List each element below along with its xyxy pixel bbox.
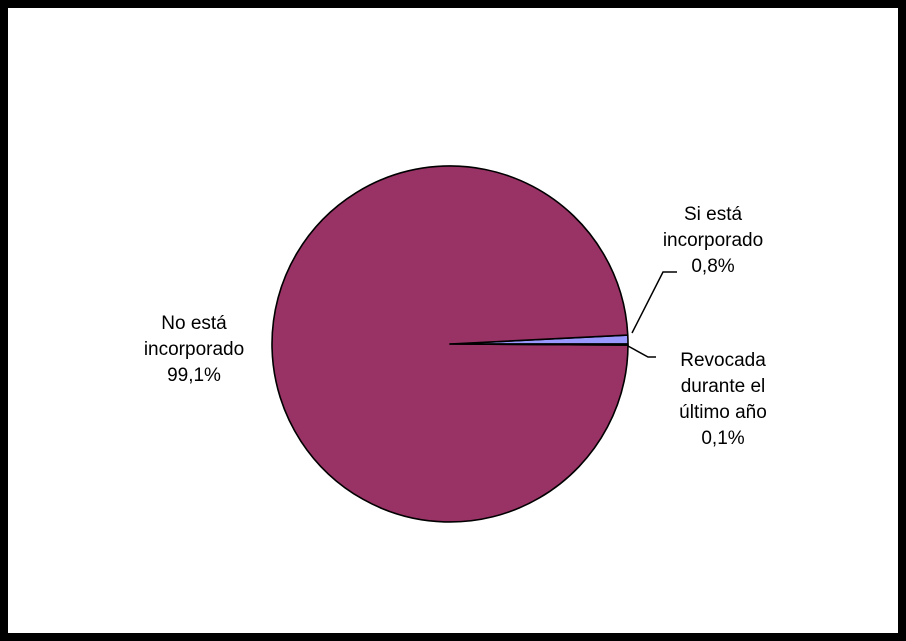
pie-slice-2 [449,343,629,346]
slice-label-line: incorporado [144,339,244,360]
slice-label-line: durante el [681,376,766,397]
pie-slices [271,165,629,523]
slice-label-line: 99,1% [167,365,221,386]
slice-label-line: incorporado [663,230,763,251]
slice-label-line: Revocada [680,350,766,371]
slice-label-line: Si está [684,204,743,225]
slice-label-line: 0,8% [691,256,734,277]
leader-line-0 [631,271,677,334]
pie-chart: Si está incorporado 0,8% No está incorporado… [144,165,767,523]
slice-label-line: No está [161,313,227,334]
data-labels: Si está incorporado 0,8% No está incorporado… [144,204,767,449]
leader-lines [627,271,677,358]
slice-label-line: 0,1% [701,428,744,449]
slice-label-0: Si está incorporado 0,8% [663,204,763,277]
slice-label-line: último año [679,402,767,423]
slice-label-2: Revocada durante el último año 0,1% [679,350,767,449]
leader-line-2 [627,345,656,358]
slice-label-1: No está incorporado 99,1% [144,313,244,386]
